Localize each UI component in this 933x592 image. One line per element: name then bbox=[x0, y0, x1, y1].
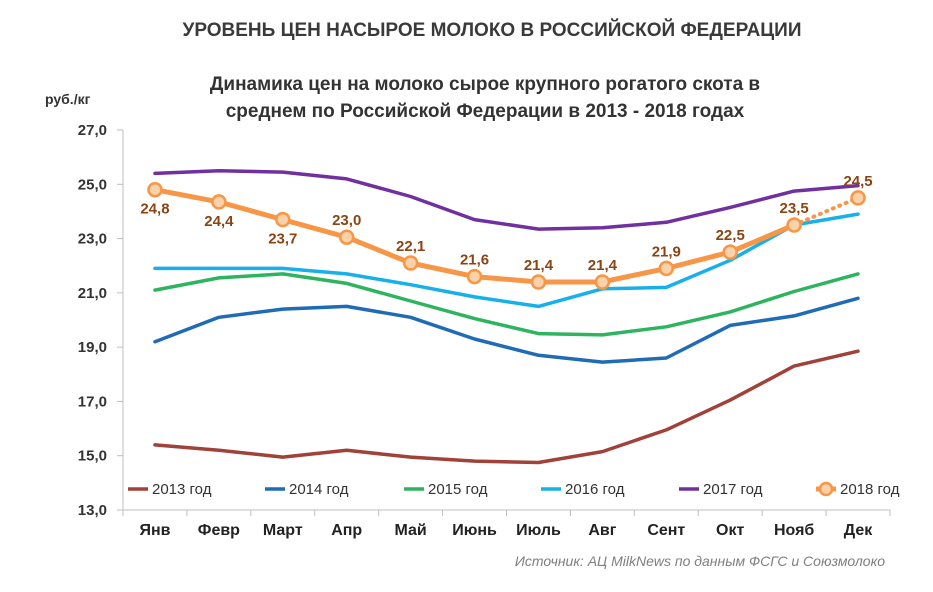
series-lines bbox=[147, 168, 866, 465]
data-point bbox=[786, 217, 802, 233]
x-tick-label: Февр bbox=[198, 522, 240, 539]
series-line bbox=[153, 168, 860, 231]
legend-label: 2015 год bbox=[428, 481, 488, 498]
x-tick-label: Сент bbox=[647, 522, 685, 539]
data-label: 23,7 bbox=[268, 231, 297, 248]
data-labels: 24,8 24,4 23,7 23,0 22,1 21,6 21,4 21,4 21,9 22,5… bbox=[140, 173, 872, 274]
data-label: 22,1 bbox=[396, 238, 425, 255]
data-point bbox=[147, 181, 163, 198]
source-note: Источник: АЦ MilkNews по данным ФСГС и С… bbox=[515, 553, 885, 569]
legend-marker bbox=[818, 481, 834, 497]
data-point bbox=[402, 255, 419, 271]
y-axis-label: руб./кг bbox=[45, 91, 91, 107]
legend-label: 2013 год bbox=[152, 481, 212, 498]
data-label: 24,8 bbox=[140, 201, 169, 218]
data-point bbox=[850, 190, 866, 206]
data-label: 21,6 bbox=[460, 252, 489, 269]
chart-title-line-1: Динамика цен на молоко сырое крупного ро… bbox=[210, 74, 760, 95]
y-tick-label: 17,0 bbox=[78, 393, 107, 410]
data-label: 23,0 bbox=[332, 212, 361, 229]
series-line-dotted bbox=[792, 195, 861, 227]
data-point bbox=[530, 274, 547, 290]
data-label: 23,5 bbox=[780, 200, 809, 217]
data-point bbox=[275, 211, 291, 228]
y-tick-label: 19,0 bbox=[78, 339, 107, 356]
legend-label: 2017 год bbox=[703, 481, 763, 498]
data-point bbox=[338, 229, 355, 245]
x-tick-label: Июнь bbox=[452, 522, 497, 539]
y-tick-label: 25,0 bbox=[78, 176, 107, 193]
data-label: 21,4 bbox=[524, 257, 554, 274]
legend-label: 2018 год bbox=[840, 481, 900, 498]
data-point bbox=[211, 194, 227, 210]
x-tick-label: Май bbox=[394, 522, 426, 539]
data-point bbox=[466, 268, 483, 285]
x-tick-label: Нояб bbox=[774, 522, 814, 539]
axes bbox=[117, 129, 891, 516]
y-tick-label: 27,0 bbox=[78, 122, 107, 139]
data-label: 21,4 bbox=[588, 257, 618, 274]
y-tick-label: 15,0 bbox=[78, 448, 107, 465]
legend-label: 2014 год bbox=[289, 481, 349, 498]
legend-label: 2016 год bbox=[565, 481, 625, 498]
data-point bbox=[594, 274, 611, 290]
series-line bbox=[153, 212, 860, 309]
legend: 2013 год 2014 год 2015 год 2016 год 2017 год… bbox=[128, 481, 900, 498]
x-tick-label: Дек bbox=[844, 522, 873, 539]
data-label: 24,5 bbox=[843, 173, 872, 190]
y-tick-label: 13,0 bbox=[78, 502, 107, 519]
series-line bbox=[153, 349, 860, 465]
data-point bbox=[658, 260, 675, 277]
data-point bbox=[722, 244, 738, 260]
x-tick-label: Авг bbox=[588, 522, 616, 539]
series-line bbox=[153, 272, 860, 337]
x-tick-label: Окт bbox=[716, 522, 744, 539]
x-tick-label: Янв bbox=[139, 522, 170, 539]
x-tick-label: Март bbox=[263, 522, 303, 539]
page-title: УРОВЕНЬ ЦЕН НАСЫРОЕ МОЛОКО В РОССИЙСКОЙ … bbox=[183, 19, 802, 41]
data-label: 22,5 bbox=[716, 227, 745, 244]
y-tick-label: 23,0 bbox=[78, 231, 107, 248]
chart-title-line-2: среднем по Российской Федерации в 2013 -… bbox=[226, 101, 745, 122]
y-tick-labels: 13,0 15,0 17,0 19,0 21,0 23,0 25,0 27,0 bbox=[78, 122, 107, 519]
data-label: 24,4 bbox=[204, 213, 234, 230]
x-tick-labels: Янв Февр Март Апр Май Июнь Июль Авг Сент Окт Нояб Д… bbox=[139, 522, 873, 539]
y-tick-label: 21,0 bbox=[78, 285, 107, 302]
x-tick-label: Июль bbox=[516, 522, 561, 539]
data-label: 21,9 bbox=[652, 243, 681, 260]
x-tick-label: Апр bbox=[331, 522, 362, 539]
series-line bbox=[153, 296, 860, 364]
